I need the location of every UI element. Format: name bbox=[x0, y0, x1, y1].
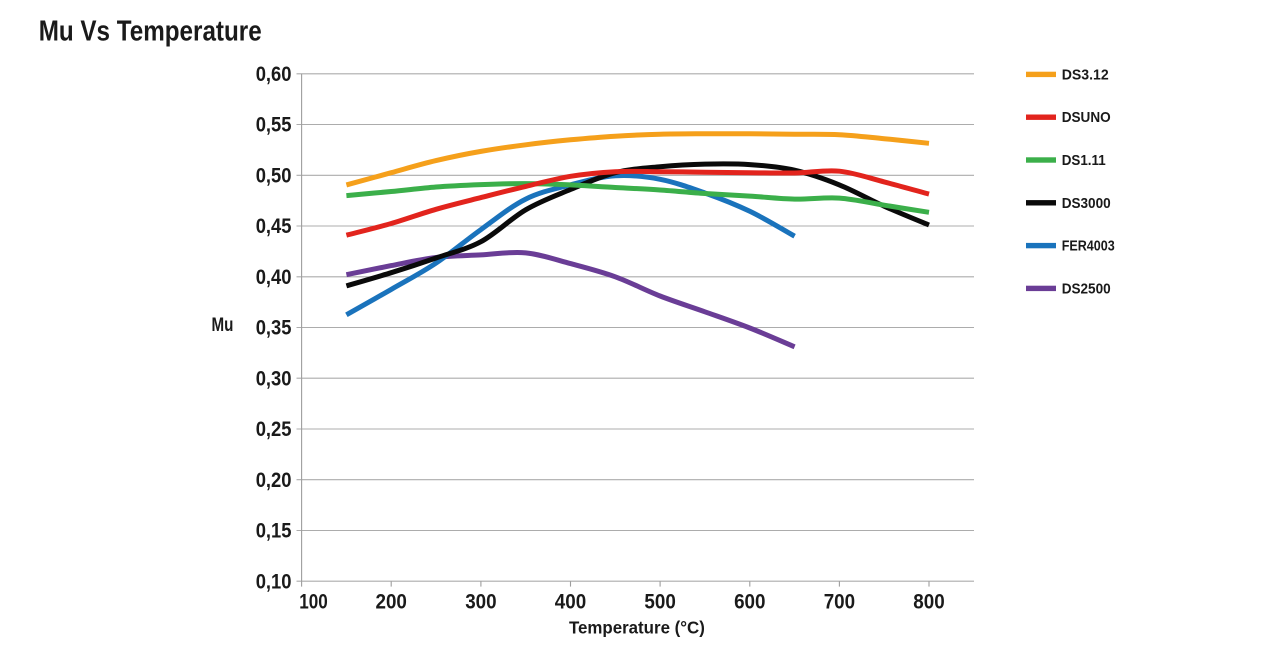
svg-text:0,55: 0,55 bbox=[256, 114, 292, 137]
svg-text:0,60: 0,60 bbox=[256, 63, 292, 86]
svg-text:0,45: 0,45 bbox=[256, 215, 292, 238]
svg-text:0,35: 0,35 bbox=[256, 317, 292, 340]
svg-text:600: 600 bbox=[734, 591, 765, 614]
svg-text:300: 300 bbox=[465, 591, 496, 614]
svg-text:0,50: 0,50 bbox=[256, 164, 292, 187]
svg-text:400: 400 bbox=[555, 591, 586, 614]
svg-text:500: 500 bbox=[644, 591, 675, 614]
svg-text:DSUNO: DSUNO bbox=[1062, 109, 1111, 126]
svg-text:FER4003: FER4003 bbox=[1062, 238, 1115, 255]
svg-text:Mu Vs Temperature: Mu Vs Temperature bbox=[39, 15, 262, 47]
svg-text:800: 800 bbox=[913, 591, 944, 614]
svg-text:0,30: 0,30 bbox=[256, 367, 292, 390]
svg-text:DS1.11: DS1.11 bbox=[1062, 152, 1106, 169]
svg-text:0,10: 0,10 bbox=[256, 570, 292, 593]
svg-text:700: 700 bbox=[824, 591, 855, 614]
svg-text:0,20: 0,20 bbox=[256, 469, 292, 492]
svg-text:Temperature (°C): Temperature (°C) bbox=[569, 618, 705, 637]
svg-text:DS2500: DS2500 bbox=[1062, 280, 1111, 297]
svg-text:Mu: Mu bbox=[212, 315, 234, 336]
svg-text:0,40: 0,40 bbox=[256, 266, 292, 289]
svg-text:200: 200 bbox=[376, 591, 407, 614]
svg-text:0,25: 0,25 bbox=[256, 418, 292, 441]
svg-text:0,15: 0,15 bbox=[256, 520, 292, 543]
svg-text:DS3000: DS3000 bbox=[1062, 195, 1111, 212]
svg-text:DS3.12: DS3.12 bbox=[1062, 66, 1109, 83]
svg-text:100: 100 bbox=[299, 591, 328, 614]
